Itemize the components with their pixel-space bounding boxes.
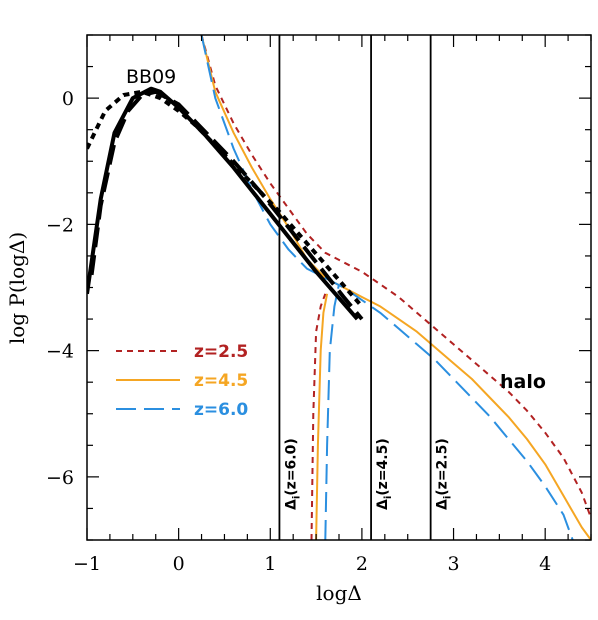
y-tick-label: −2 xyxy=(46,214,74,236)
vline-label-1: Δi(z=4.5) xyxy=(375,438,394,510)
series-line-4 xyxy=(200,35,574,540)
series-line-5 xyxy=(324,284,340,540)
bb09-annotation: BB09 xyxy=(126,66,176,88)
x-tick-label: 0 xyxy=(173,553,185,575)
series-line-3 xyxy=(315,293,329,540)
x-tick-label: −1 xyxy=(73,553,101,575)
y-tick-label: 0 xyxy=(62,88,74,110)
vline-layer: Δi(z=6.0) Δi(z=4.5) Δi(z=2.5) xyxy=(278,35,454,540)
series-line-0 xyxy=(200,35,591,519)
legend-label-2: z=6.0 xyxy=(194,400,248,420)
series-line-2 xyxy=(200,35,591,540)
halo-annotation: halo xyxy=(500,371,546,393)
x-tick-label: 3 xyxy=(447,553,459,575)
x-tick-label: 4 xyxy=(539,553,551,575)
series-layer xyxy=(87,35,591,540)
vline-label-0: Δi(z=6.0) xyxy=(283,438,302,510)
series-line-7 xyxy=(87,86,359,321)
y-tick-label: −6 xyxy=(46,467,74,489)
series-line-6 xyxy=(87,89,364,308)
legend-label-0: z=2.5 xyxy=(194,342,248,362)
tick-layer: −1 0 1 2 3 4 −6 −4 −2 0 xyxy=(46,34,592,575)
vline-label-2: Δi(z=2.5) xyxy=(435,438,454,510)
y-tick-label: −4 xyxy=(46,341,74,363)
y-axis-label: log P(logΔ) xyxy=(5,232,29,344)
legend-label-1: z=4.5 xyxy=(194,371,248,391)
x-tick-label: 2 xyxy=(356,553,368,575)
x-tick-label: 1 xyxy=(264,553,276,575)
legend: z=2.5 z=4.5 z=6.0 xyxy=(116,342,248,420)
x-axis-label: logΔ xyxy=(316,581,362,605)
series-line-8 xyxy=(89,89,364,321)
